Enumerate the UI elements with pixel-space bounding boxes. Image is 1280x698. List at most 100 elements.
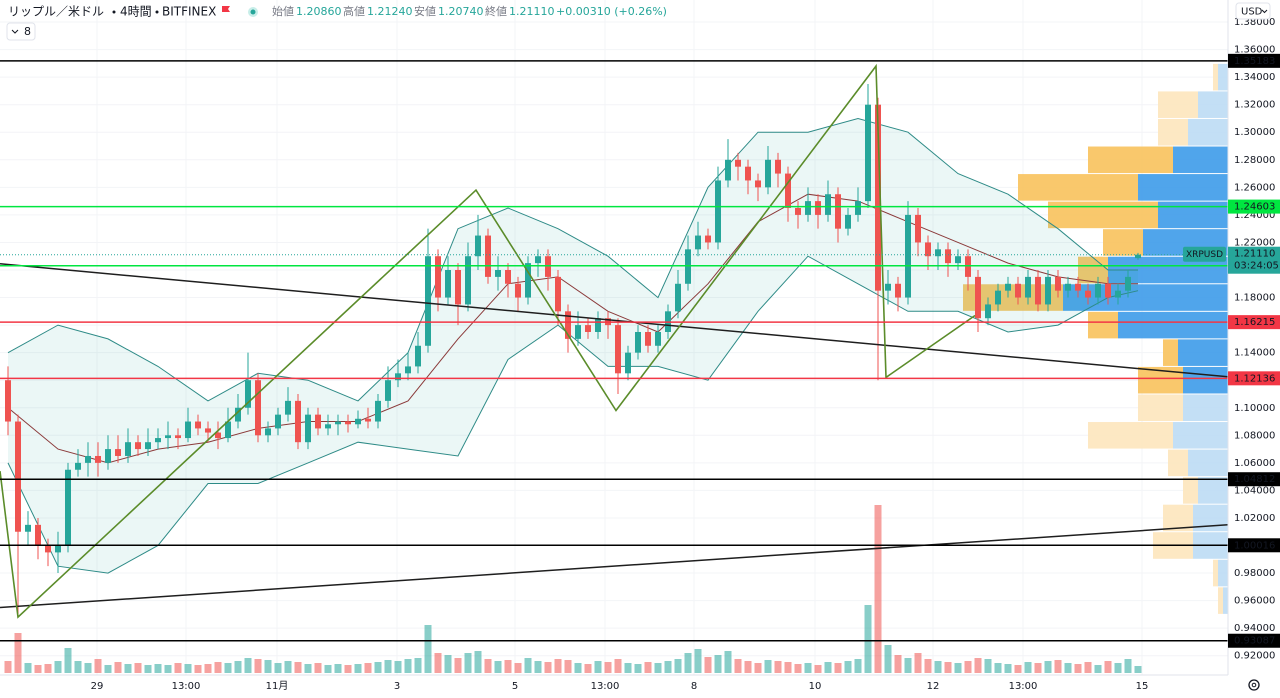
volume-bar	[674, 659, 682, 673]
chevron	[1261, 9, 1268, 14]
volume-bar	[384, 660, 392, 673]
candle-body	[65, 469, 71, 546]
candle-body	[645, 331, 651, 346]
candle-body	[715, 180, 721, 243]
volume-bar	[544, 662, 552, 673]
profile-down-bar	[1088, 311, 1118, 339]
profile-down-bar	[1138, 394, 1183, 422]
candle-body	[955, 256, 961, 264]
candle-body	[915, 214, 921, 243]
candle-body	[25, 524, 31, 532]
candle-body	[225, 421, 231, 439]
candle-body	[365, 418, 371, 422]
level-label: 1.00016	[1234, 540, 1275, 551]
x-tick-label: 5	[512, 681, 518, 692]
level-label: 1.04812	[1234, 474, 1275, 485]
volume-bar	[244, 658, 252, 673]
header: リップル／米ドル 4時間 BITFINEX 始値 1.20860 高値 1.21…	[6, 2, 1271, 691]
volume-bar	[864, 605, 872, 673]
volume-bar	[794, 664, 802, 673]
volume-bar	[624, 663, 632, 673]
volume-bar	[294, 662, 302, 673]
volume-bar	[534, 661, 542, 673]
volume-bar	[224, 663, 232, 673]
volume-bar	[594, 661, 602, 673]
y-tick-label: 1.24000	[1234, 210, 1275, 221]
candle-body	[875, 104, 881, 291]
currency-select[interactable]	[1235, 2, 1271, 20]
settings-icon[interactable]	[1248, 679, 1260, 691]
volume-bar	[514, 663, 522, 673]
volume-bar	[1054, 660, 1062, 673]
candle-body	[305, 414, 311, 443]
volume-bar	[954, 663, 962, 673]
profile-down-bar	[1163, 339, 1178, 366]
candle-body	[1065, 283, 1071, 291]
volume-bar	[154, 664, 162, 673]
volume-bar	[714, 655, 722, 673]
profile-up-bar	[1198, 477, 1228, 504]
volume-bar	[1104, 661, 1112, 673]
zigzag	[0, 63, 976, 619]
volume-bar	[644, 662, 652, 673]
candle-body	[965, 256, 971, 277]
candle-body	[165, 435, 171, 439]
candle-body	[535, 256, 541, 264]
volume-bar	[1044, 661, 1052, 673]
candle-body	[1105, 283, 1111, 298]
candle-body	[195, 421, 201, 429]
candle-body	[155, 438, 161, 443]
candle-body	[1035, 276, 1041, 305]
separator	[155, 10, 159, 14]
candle-body	[1025, 276, 1031, 298]
candle-body	[325, 424, 331, 429]
candle-body	[135, 442, 141, 450]
exchange: BITFINEX	[162, 5, 216, 19]
volume-bar	[184, 664, 192, 673]
candle-body	[415, 345, 421, 367]
volume-bar	[404, 659, 412, 673]
y-tick-label: 1.08000	[1234, 430, 1275, 441]
candle-body	[175, 435, 181, 439]
candle-body	[475, 235, 481, 257]
ohlc-value: 1.21110	[509, 5, 555, 18]
candle-body	[1135, 254, 1141, 259]
bollinger-basis	[7, 193, 1138, 464]
volume-bar	[84, 663, 92, 673]
volume-bar	[214, 662, 222, 673]
candle-body	[1085, 290, 1091, 298]
y-tick-label: 1.14000	[1234, 348, 1275, 359]
candle-body	[35, 524, 41, 546]
profile-up-bar	[1188, 118, 1228, 146]
volume-bar	[824, 662, 832, 673]
volume-bar	[974, 658, 982, 673]
volume-bar	[554, 659, 562, 673]
candle-body	[1075, 283, 1081, 291]
profile-down-bar	[1158, 118, 1188, 146]
volume-bar	[884, 645, 892, 673]
candle-body	[445, 270, 451, 298]
volume-bar	[494, 661, 502, 673]
status-dot	[250, 9, 256, 15]
indicator-toggle[interactable]	[6, 22, 36, 41]
profile-up-bar	[1173, 146, 1228, 174]
symbol-tag-bg	[1183, 246, 1226, 262]
candle-body	[235, 407, 241, 422]
profile-up-bar	[1218, 63, 1228, 91]
volume-bar	[904, 658, 912, 673]
flag-icon[interactable]	[222, 6, 230, 12]
candle-body	[545, 256, 551, 277]
candle-body	[465, 256, 471, 305]
candle-body	[865, 104, 871, 202]
volume-bar	[804, 663, 812, 673]
level-label: 1.16215	[1234, 317, 1275, 328]
candle-body	[635, 331, 641, 353]
volume-bar	[1034, 663, 1042, 673]
volume-bar	[694, 649, 702, 673]
volume-bar	[134, 663, 142, 673]
candle-body	[1015, 283, 1021, 298]
volume-bar	[584, 664, 592, 673]
candle-body	[975, 276, 981, 319]
